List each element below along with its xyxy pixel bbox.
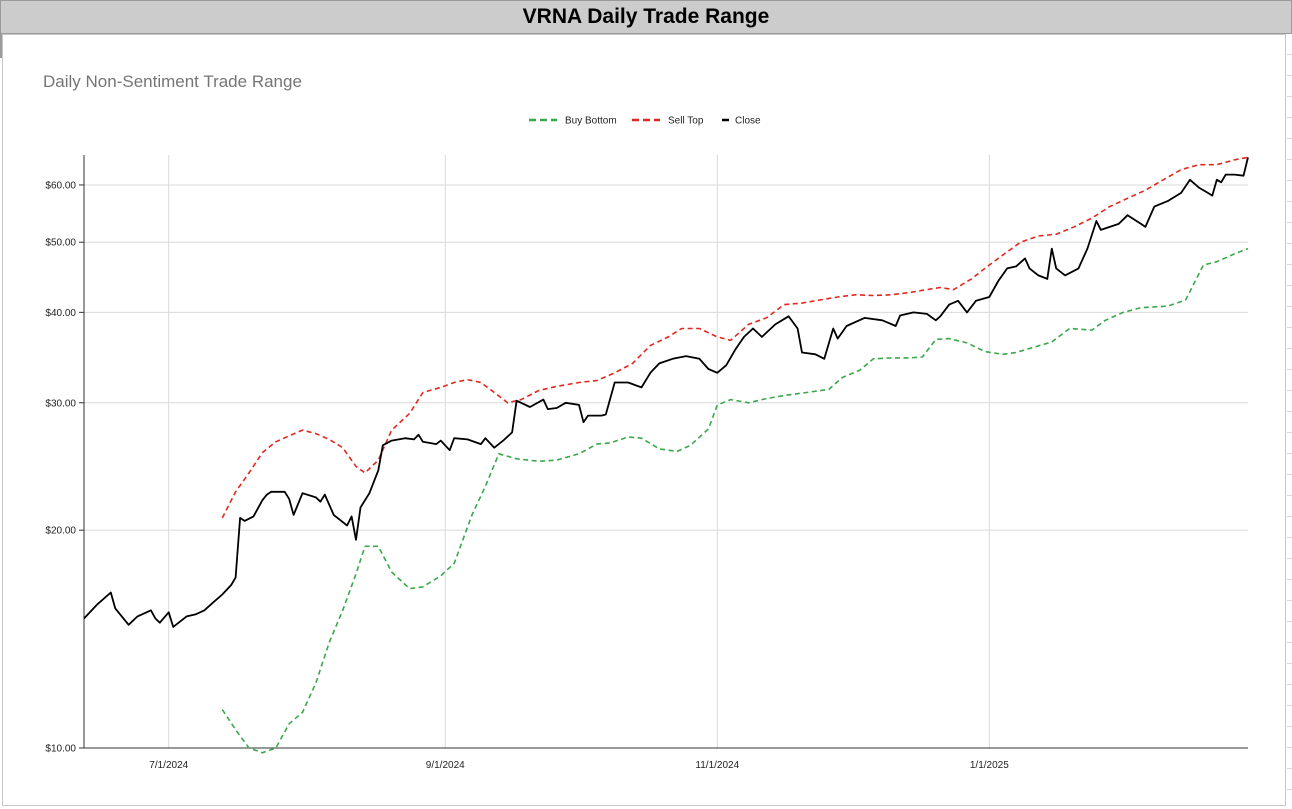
y-tick-label: $30.00 <box>45 398 76 409</box>
chart-gridlines <box>84 155 1248 748</box>
chart-legend[interactable]: Buy Bottom Sell Top Close <box>529 116 761 127</box>
y-tick-label: $60.00 <box>45 180 76 191</box>
series-line-buy-bottom[interactable] <box>221 247 1249 754</box>
chart-container[interactable] <box>2 34 1286 806</box>
selected-cell-marker <box>0 34 2 58</box>
x-tick-label: 9/1/2024 <box>426 760 465 771</box>
legend-label[interactable]: Sell Top <box>668 116 704 127</box>
sheet-title-bar: VRNA Daily Trade Range <box>0 0 1292 34</box>
x-tick-label: 11/1/2024 <box>695 760 739 771</box>
legend-label[interactable]: Buy Bottom <box>565 116 617 127</box>
chart-axes: $10.00 $20.00 $30.00 $40.00 $50.00 $60.00 7/1/… <box>45 155 1248 771</box>
series-line-sell-top[interactable] <box>221 156 1249 519</box>
y-tick-label: $50.00 <box>45 238 76 249</box>
y-tick-label: $20.00 <box>45 526 76 537</box>
x-tick-label: 1/1/2025 <box>970 760 1009 771</box>
y-tick-label: $40.00 <box>45 308 76 319</box>
y-tick-label: $10.00 <box>45 744 76 755</box>
chart-subtitle: Daily Non-Sentiment Trade Range <box>43 72 302 91</box>
sheet-title: VRNA Daily Trade Range <box>522 5 770 28</box>
sheet-grid-edge <box>1287 34 1292 809</box>
legend-label[interactable]: Close <box>735 116 761 127</box>
chart-series[interactable] <box>83 156 1249 754</box>
series-line-close[interactable] <box>83 157 1249 628</box>
x-tick-label: 7/1/2024 <box>149 760 188 771</box>
